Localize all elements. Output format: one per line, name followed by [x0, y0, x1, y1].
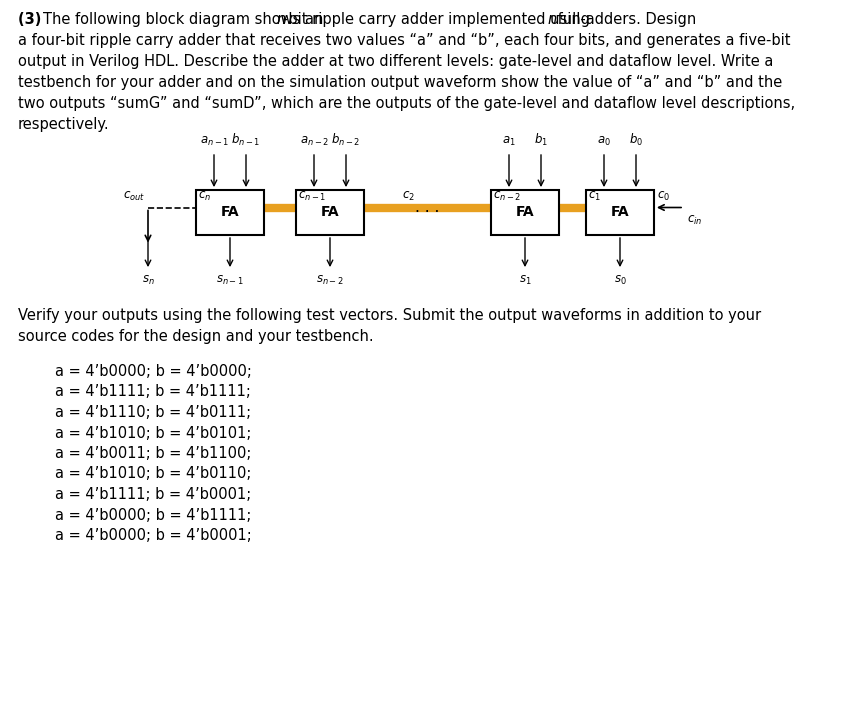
Text: $c_2$: $c_2$ [403, 190, 416, 204]
Text: FA: FA [611, 206, 629, 220]
Text: a = 4’b1111; b = 4’b1111;: a = 4’b1111; b = 4’b1111; [55, 385, 251, 400]
Text: $c_{n-2}$: $c_{n-2}$ [493, 190, 521, 204]
Text: $c_{in}$: $c_{in}$ [687, 214, 703, 227]
Text: FA: FA [321, 206, 339, 220]
Bar [491, 190, 559, 235]
Text: $a_{n-1}$: $a_{n-1}$ [200, 135, 229, 148]
Text: testbench for your adder and on the simulation output waveform show the value of: testbench for your adder and on the simu… [18, 75, 782, 90]
Text: a = 4’b0011; b = 4’b1100;: a = 4’b0011; b = 4’b1100; [55, 446, 251, 461]
Text: $b_0$: $b_0$ [629, 132, 643, 148]
Text: . . .: . . . [416, 200, 440, 215]
Text: $b_{n-2}$: $b_{n-2}$ [332, 132, 361, 148]
Bar [296, 190, 364, 235]
Text: $a_{n-2}$: $a_{n-2}$ [300, 135, 328, 148]
Text: output in Verilog HDL. Describe the adder at two different levels: gate-level an: output in Verilog HDL. Describe the adde… [18, 54, 773, 69]
Text: $s_1$: $s_1$ [518, 274, 531, 287]
Text: $a_0$: $a_0$ [597, 135, 611, 148]
Text: a = 4’b0000; b = 4’b1111;: a = 4’b0000; b = 4’b1111; [55, 507, 251, 523]
Bar [586, 190, 654, 235]
Text: $s_{n-2}$: $s_{n-2}$ [316, 274, 344, 287]
Text: n: n [548, 12, 556, 27]
Text: FA: FA [221, 206, 239, 220]
Text: $b_{n-1}$: $b_{n-1}$ [231, 132, 261, 148]
Text: Verify your outputs using the following test vectors. Submit the output waveform: Verify your outputs using the following … [18, 308, 761, 323]
Text: The following block diagram shows an: The following block diagram shows an [43, 12, 328, 27]
Bar [196, 190, 264, 235]
Text: respectively.: respectively. [18, 117, 110, 132]
Text: two outputs “sumG” and “sumD”, which are the outputs of the gate-level and dataf: two outputs “sumG” and “sumD”, which are… [18, 96, 795, 111]
Text: a = 4’b1110; b = 4’b0111;: a = 4’b1110; b = 4’b0111; [55, 405, 251, 420]
Text: $c_1$: $c_1$ [588, 190, 601, 204]
Text: $c_0$: $c_0$ [657, 190, 670, 204]
Text: a four-bit ripple carry adder that receives two values “a” and “b”, each four bi: a four-bit ripple carry adder that recei… [18, 33, 790, 48]
Text: $a_1$: $a_1$ [502, 135, 516, 148]
Text: source codes for the design and your testbench.: source codes for the design and your tes… [18, 329, 374, 344]
Text: a = 4’b0000; b = 4’b0001;: a = 4’b0000; b = 4’b0001; [55, 528, 252, 543]
Text: $b_1$: $b_1$ [534, 132, 548, 148]
Text: a = 4’b0000; b = 4’b0000;: a = 4’b0000; b = 4’b0000; [55, 364, 252, 379]
Text: a = 4’b1010; b = 4’b0101;: a = 4’b1010; b = 4’b0101; [55, 425, 251, 441]
Text: a = 4’b1010; b = 4’b0110;: a = 4’b1010; b = 4’b0110; [55, 467, 251, 481]
Text: $c_{out}$: $c_{out}$ [123, 190, 145, 204]
Text: $s_{n-1}$: $s_{n-1}$ [216, 274, 244, 287]
Text: FA: FA [516, 206, 534, 220]
Text: n: n [276, 12, 285, 27]
Text: (3): (3) [18, 12, 46, 27]
Text: a = 4’b1111; b = 4’b0001;: a = 4’b1111; b = 4’b0001; [55, 487, 251, 502]
Text: -bit ripple carry adder implemented using: -bit ripple carry adder implemented usin… [283, 12, 594, 27]
Text: $c_{n-1}$: $c_{n-1}$ [298, 190, 327, 204]
Text: full-adders. Design: full-adders. Design [554, 12, 697, 27]
Text: $s_n$: $s_n$ [141, 274, 154, 287]
Text: $c_n$: $c_n$ [198, 190, 211, 204]
Text: $s_0$: $s_0$ [614, 274, 626, 287]
